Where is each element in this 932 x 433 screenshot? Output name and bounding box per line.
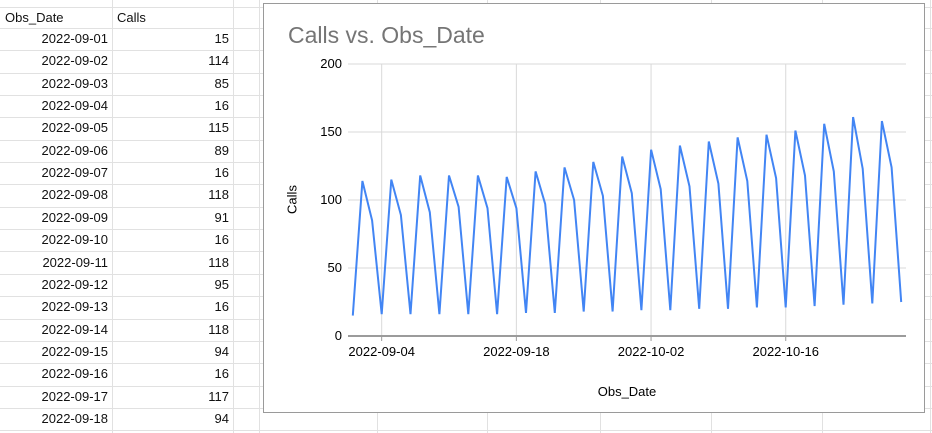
chart-plot-container: Calls vs. Obs_Date Calls Obs_Date 0 50 100…	[264, 4, 924, 412]
date-cell[interactable]: 2022-09-03	[41, 75, 109, 91]
calls-cell[interactable]: 115	[208, 120, 229, 136]
sheet-column-line	[259, 0, 260, 433]
date-cell[interactable]: 2022-09-04	[41, 98, 109, 114]
calls-cell[interactable]: 15	[214, 31, 229, 46]
calls-cell[interactable]: 118	[208, 321, 229, 337]
date-cell[interactable]: 2022-09-15	[41, 343, 109, 359]
calls-cell[interactable]: 95	[214, 276, 229, 292]
date-cell[interactable]: 2022-09-09	[41, 209, 109, 225]
sheet-column-line	[930, 0, 931, 433]
calls-cell[interactable]: 16	[214, 98, 229, 114]
calls-cell[interactable]: 94	[214, 343, 229, 359]
calls-cell[interactable]: 114	[208, 53, 229, 69]
date-cell[interactable]: 2022-09-10	[41, 232, 109, 248]
calls-cell[interactable]: 16	[214, 299, 229, 315]
chart[interactable]: Calls vs. Obs_Date Calls Obs_Date 0 50 100…	[263, 3, 925, 413]
y-tick-label: 150	[320, 124, 342, 139]
date-cell[interactable]: 2022-09-17	[41, 388, 109, 404]
x-tick-label: 2022-09-04	[348, 344, 415, 359]
x-tick-label: 2022-10-02	[617, 344, 685, 359]
date-cell[interactable]: 2022-09-18	[41, 410, 109, 426]
header-cell-calls[interactable]: Calls	[117, 10, 146, 25]
x-tick-label: 2022-10-16	[752, 344, 819, 359]
series-line-calls	[351, 116, 903, 316]
calls-cell[interactable]: 89	[214, 142, 229, 158]
calls-cell[interactable]: 16	[214, 232, 229, 248]
date-cell[interactable]: 2022-09-08	[41, 187, 109, 203]
chart-title: Calls vs. Obs_Date	[288, 22, 485, 48]
calls-cell[interactable]: 16	[214, 165, 229, 181]
y-tick-label: 0	[334, 328, 342, 343]
date-cell[interactable]: 2022-09-12	[41, 276, 109, 292]
sheet-row-line	[0, 430, 932, 431]
x-axis-title: Obs_Date	[597, 384, 657, 399]
y-tick-label: 200	[320, 56, 342, 71]
calls-cell[interactable]: 91	[214, 209, 229, 225]
date-cell[interactable]: 2022-09-11	[42, 254, 108, 270]
x-tick-label: 2022-09-18	[483, 344, 550, 359]
calls-cell[interactable]: 118	[208, 187, 229, 203]
calls-cell[interactable]: 117	[208, 388, 229, 404]
date-cell[interactable]: 2022-09-07	[41, 165, 109, 181]
calls-cell[interactable]: 16	[214, 366, 229, 382]
date-cell[interactable]: 2022-09-16	[41, 366, 109, 382]
date-cell[interactable]: 2022-09-14	[41, 321, 109, 337]
date-cell[interactable]: 2022-09-13	[41, 299, 109, 315]
calls-cell[interactable]: 118	[208, 254, 229, 270]
date-cell[interactable]: 2022-09-01	[41, 31, 109, 46]
date-cell[interactable]: 2022-09-02	[41, 53, 109, 69]
date-cell[interactable]: 2022-09-06	[41, 142, 109, 158]
y-tick-label: 100	[320, 192, 342, 207]
date-cell[interactable]: 2022-09-05	[41, 120, 109, 136]
sheet-column-line	[233, 0, 234, 433]
sheet-column-line	[112, 0, 113, 433]
chart-canvas	[348, 63, 906, 341]
y-tick-label: 50	[327, 260, 342, 275]
header-cell-obs-date[interactable]: Obs_Date	[5, 10, 64, 25]
calls-cell[interactable]: 94	[214, 410, 229, 426]
calls-cell[interactable]: 85	[214, 75, 229, 91]
